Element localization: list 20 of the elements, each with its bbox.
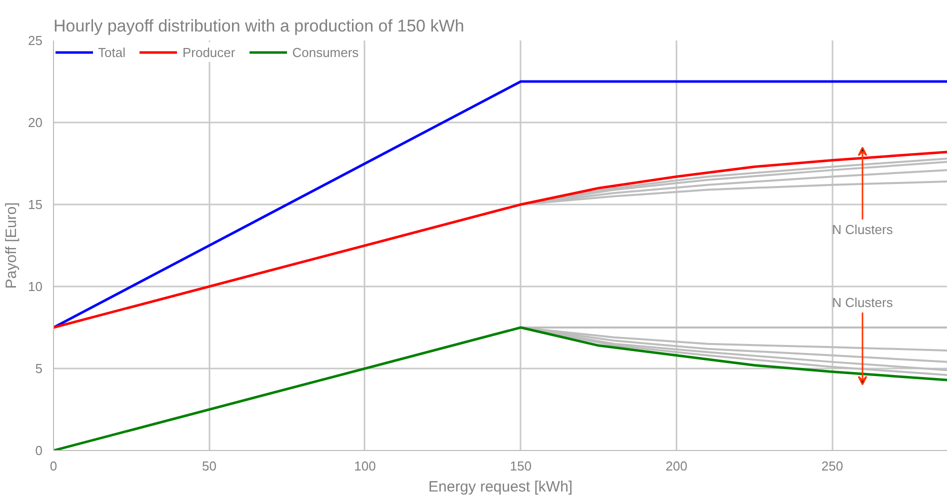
x-tick-label: 250	[821, 458, 844, 474]
x-tick-label: 50	[202, 458, 216, 474]
x-tick-label: 200	[666, 458, 688, 474]
y-tick-label: 20	[28, 115, 43, 130]
x-tick-label: 100	[354, 458, 376, 474]
x-tick-label: 0	[50, 458, 58, 474]
y-tick-label: 0	[35, 443, 43, 458]
y-tick-label: 25	[28, 33, 43, 48]
y-axis-title: Payoff [Euro]	[3, 202, 20, 289]
y-tick-label: 10	[28, 279, 43, 294]
legend-label: Consumers	[292, 44, 359, 60]
legend-label: Total	[98, 44, 126, 60]
y-tick-label: 5	[35, 361, 43, 376]
x-tick-label: 150	[510, 458, 532, 474]
legend-label: Producer	[182, 44, 236, 60]
chart-title: Hourly payoff distribution with a production of 150 kWh	[54, 16, 464, 36]
annotation: N Clusters	[832, 222, 894, 237]
y-tick-label: 15	[28, 197, 43, 212]
annotation: N Clusters	[832, 295, 894, 310]
x-axis-title: Energy request [kWh]	[428, 478, 573, 496]
